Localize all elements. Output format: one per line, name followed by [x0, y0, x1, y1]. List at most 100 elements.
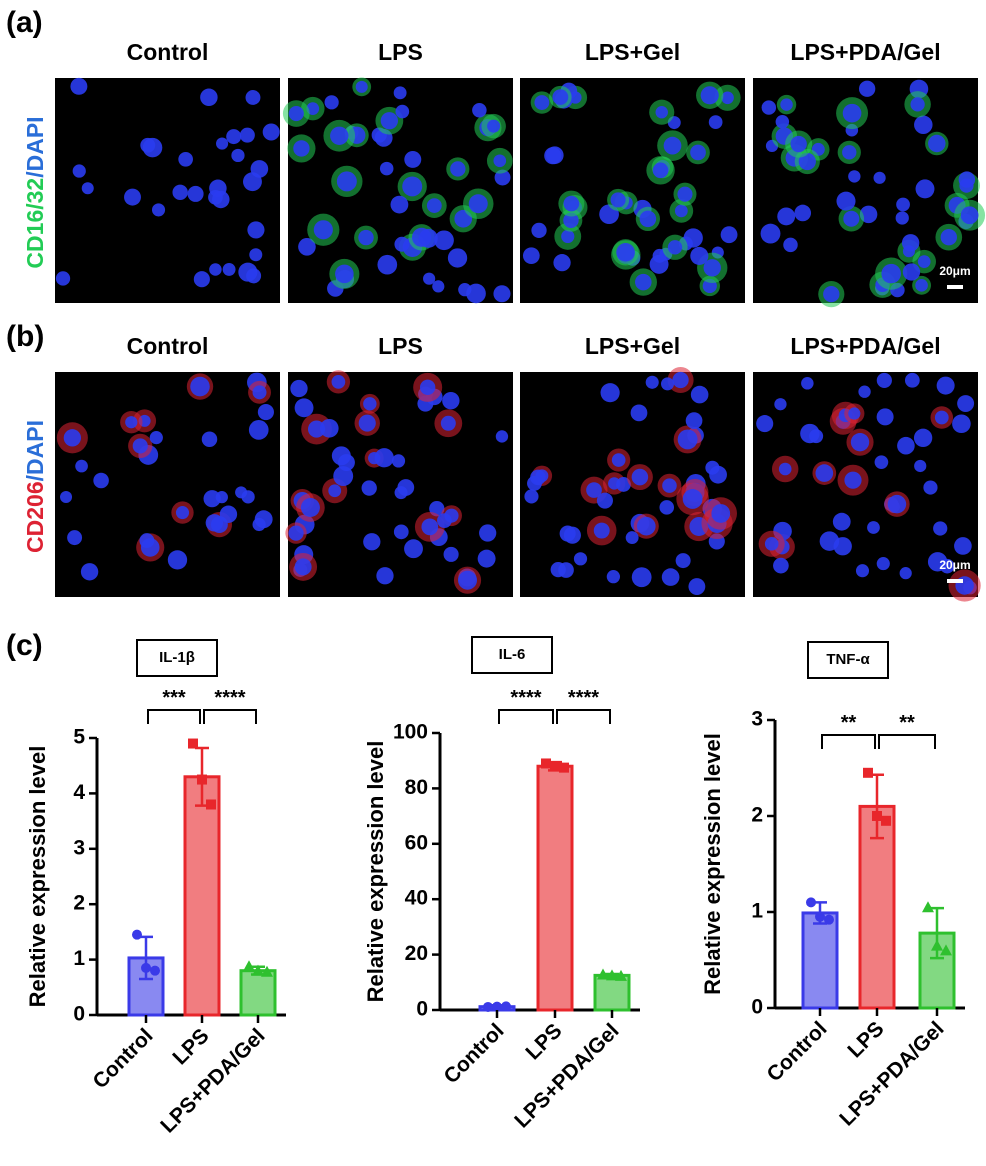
- nucleus: [293, 140, 310, 157]
- nucleus: [493, 285, 511, 303]
- nucleus: [661, 568, 680, 586]
- data-point: [492, 1001, 502, 1012]
- data-point: [806, 897, 816, 908]
- row-label-part: CD206: [22, 481, 48, 553]
- nucleus: [708, 115, 723, 130]
- nucleus: [418, 228, 438, 248]
- nucleus: [494, 169, 511, 186]
- nucleus: [524, 489, 539, 504]
- nucleus: [442, 392, 460, 410]
- nucleus: [333, 466, 354, 487]
- nucleus: [897, 436, 915, 455]
- nucleus: [252, 385, 267, 400]
- nucleus: [630, 404, 648, 422]
- column-header: LPS+Gel: [585, 39, 680, 65]
- title-box: [136, 639, 218, 677]
- nucleus: [335, 264, 354, 284]
- nucleus: [355, 80, 368, 93]
- nucleus: [553, 254, 571, 272]
- nucleus: [394, 236, 410, 252]
- data-point: [252, 964, 264, 976]
- nucleus: [239, 127, 255, 143]
- nucleus: [756, 415, 774, 433]
- nucleus: [361, 480, 377, 496]
- nucleus: [377, 254, 398, 275]
- nucleus: [700, 86, 719, 105]
- nucleus: [606, 570, 621, 584]
- nucleus: [200, 88, 218, 106]
- nucleus: [887, 494, 907, 514]
- nucleus: [231, 148, 245, 163]
- nucleus: [404, 150, 422, 168]
- nucleus: [125, 416, 138, 429]
- column-header: LPS+PDA/Gel: [790, 333, 940, 359]
- nucleus: [843, 210, 860, 227]
- nucleus: [81, 182, 94, 195]
- nucleus: [472, 102, 487, 118]
- nucleus: [927, 552, 948, 572]
- nucleus: [625, 531, 639, 545]
- nucleus: [674, 204, 688, 218]
- nucleus: [363, 533, 381, 551]
- nucleus: [254, 510, 273, 529]
- row-label-part: CD16/32: [22, 178, 48, 269]
- nucleus: [324, 95, 339, 110]
- nucleus: [703, 259, 721, 277]
- significance-bracket: [203, 709, 257, 724]
- significance-label: ***: [162, 687, 186, 709]
- nucleus: [611, 453, 626, 467]
- data-point: [872, 811, 882, 821]
- nucleus: [563, 526, 581, 544]
- nucleus: [219, 505, 238, 523]
- micrograph: [55, 372, 280, 597]
- nucleus: [294, 558, 312, 576]
- nucleus: [249, 248, 263, 262]
- nucleus: [760, 223, 781, 244]
- nucleus: [600, 383, 620, 403]
- nucleus: [60, 491, 73, 504]
- row-label-part: /DAPI: [22, 116, 48, 177]
- nucleus: [616, 242, 635, 262]
- nucleus: [848, 407, 861, 420]
- nucleus: [778, 462, 792, 476]
- nucleus: [928, 134, 946, 153]
- x-tick-label: LPS+PDA/Gel: [510, 1019, 623, 1132]
- nucleus: [93, 472, 109, 489]
- nucleus: [774, 398, 787, 411]
- nucleus: [534, 95, 550, 110]
- nucleus: [636, 516, 656, 536]
- nucleus: [394, 486, 408, 500]
- nucleus: [358, 229, 374, 246]
- nucleus: [819, 531, 840, 551]
- nucleus: [690, 385, 709, 404]
- y-tick-label: 20: [405, 942, 428, 965]
- nucleus: [876, 372, 892, 388]
- nucleus: [530, 469, 546, 486]
- nucleus: [250, 160, 269, 178]
- data-point: [501, 1001, 511, 1012]
- micrograph: [55, 77, 280, 303]
- y-tick-label: 0: [751, 996, 763, 1019]
- nucleus: [899, 567, 912, 580]
- nucleus: [300, 498, 320, 518]
- data-point: [881, 815, 891, 826]
- nucleus: [876, 557, 890, 571]
- panel-label: (c): [6, 629, 43, 662]
- nucleus: [917, 255, 931, 268]
- data-point: [541, 758, 551, 769]
- nucleus: [187, 185, 204, 202]
- nucleus: [432, 280, 445, 293]
- nucleus: [672, 371, 689, 389]
- significance-label: **: [841, 712, 857, 734]
- nucleus: [167, 550, 188, 570]
- column-header: Control: [127, 333, 209, 359]
- nucleus: [960, 206, 979, 225]
- nucleus: [178, 151, 193, 167]
- micrograph: [282, 77, 513, 304]
- nucleus: [815, 464, 834, 482]
- nucleus: [940, 229, 957, 246]
- nucleus: [458, 283, 472, 297]
- data-point: [863, 767, 873, 778]
- nucleus: [881, 263, 901, 284]
- nucleus: [596, 492, 613, 509]
